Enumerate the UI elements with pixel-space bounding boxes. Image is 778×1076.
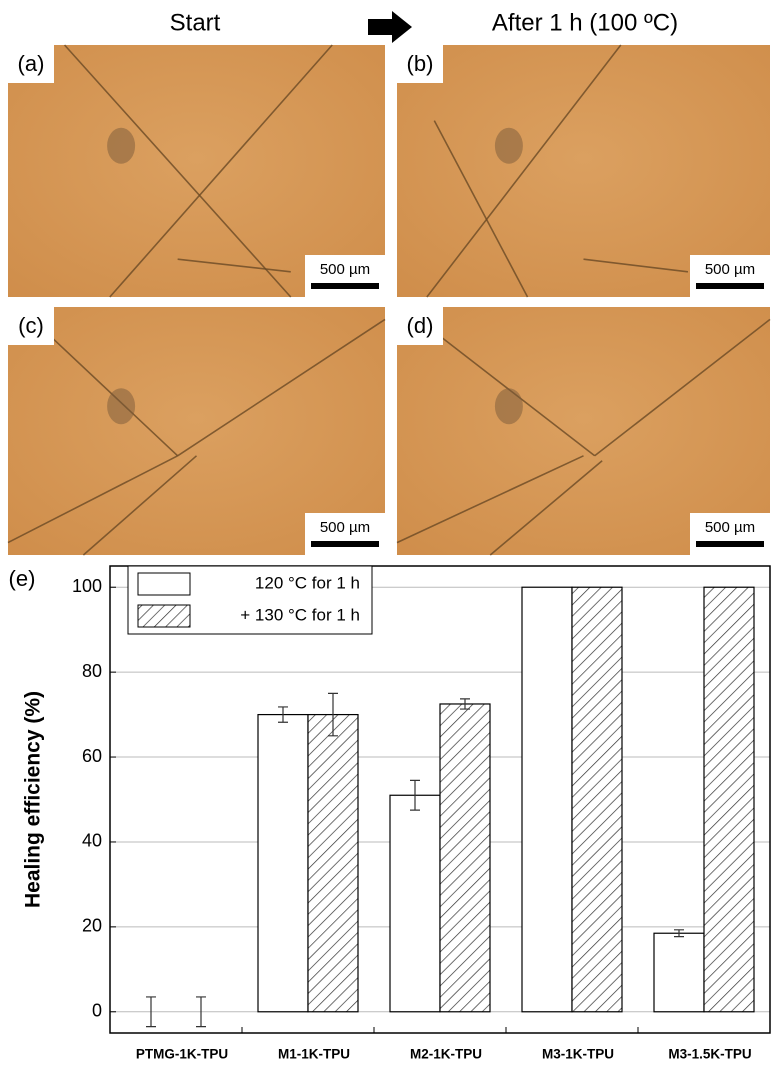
scale-bar-label: 500 µm (705, 261, 755, 278)
x-tick-label: M2-1K-TPU (410, 1047, 482, 1062)
y-tick-label: 60 (82, 746, 102, 766)
header-after: After 1 h (100 ºC) (492, 9, 678, 36)
defect (494, 388, 523, 425)
panel-label: (d) (407, 313, 434, 338)
scratch (396, 455, 584, 544)
error-bar (460, 698, 470, 710)
panel-label-bg (397, 307, 443, 345)
scratch (7, 455, 179, 544)
scale-bar-bg (690, 513, 770, 555)
micrograph: (b) 500 µm (397, 44, 770, 298)
defect (107, 127, 136, 164)
bar (653, 932, 705, 1013)
bar (439, 703, 491, 1013)
scratch (583, 258, 689, 273)
header-start: Start (170, 9, 221, 36)
scale-bar-label: 500 µm (320, 519, 370, 536)
bar (571, 586, 623, 1013)
panel-label: (c) (18, 313, 44, 338)
panel-label-bg (8, 45, 54, 83)
bar (521, 586, 573, 1013)
scratch (426, 44, 622, 298)
scratch (594, 318, 771, 457)
bar (389, 794, 441, 1013)
y-tick-label: 100 (72, 576, 102, 596)
scale-bar (696, 283, 764, 289)
error-bar (674, 929, 684, 938)
scratch (433, 120, 529, 298)
error-bar (410, 779, 420, 811)
scale-bar-bg (305, 255, 385, 297)
error-bar (146, 996, 156, 1028)
x-tick-label: M3-1.5K-TPU (668, 1047, 751, 1062)
arrow (368, 11, 412, 43)
micrograph: (d) 500 µm (396, 307, 771, 556)
scale-bar-bg (305, 513, 385, 555)
bar (257, 713, 309, 1013)
bar (703, 586, 755, 1013)
panel-label: (b) (407, 51, 434, 76)
x-tick-label: M3-1K-TPU (542, 1047, 614, 1062)
scratch (63, 44, 292, 298)
panel-label: (a) (18, 51, 45, 76)
x-tick-label: M1-1K-TPU (278, 1047, 350, 1062)
defect (107, 388, 136, 425)
y-axis-label: Healing efficiency (%) (22, 691, 45, 908)
micrograph: (c) 500 µm (7, 307, 386, 556)
panel-label-bg (397, 45, 443, 83)
defect (494, 127, 523, 164)
scale-bar-label: 500 µm (320, 261, 370, 278)
scale-bar (311, 541, 379, 547)
scale-bar (696, 541, 764, 547)
error-bar (196, 996, 206, 1028)
chart-panel-label: (e) (9, 566, 36, 591)
legend-swatch (137, 572, 191, 596)
legend-label: + 130 °C for 1 h (240, 605, 360, 624)
scratch (109, 44, 333, 298)
scale-bar-bg (690, 255, 770, 297)
bar (307, 713, 359, 1013)
scale-bar-label: 500 µm (705, 519, 755, 536)
scratch (489, 460, 603, 556)
plot-frame (109, 565, 771, 1034)
y-tick-label: 20 (82, 916, 102, 936)
scratch (177, 318, 386, 457)
scratch (82, 455, 198, 556)
y-tick-label: 40 (82, 831, 102, 851)
scratch (177, 258, 291, 273)
micrograph: (a) 500 µm (8, 44, 385, 298)
x-tick-label: PTMG-1K-TPU (136, 1047, 228, 1062)
error-bar (278, 706, 288, 723)
legend-label: 120 °C for 1 h (255, 573, 360, 592)
scale-bar (311, 283, 379, 289)
y-tick-label: 0 (92, 1001, 102, 1021)
panel-label-bg (8, 307, 54, 345)
y-tick-label: 80 (82, 661, 102, 681)
error-bar (328, 692, 338, 737)
legend-swatch (137, 604, 191, 628)
